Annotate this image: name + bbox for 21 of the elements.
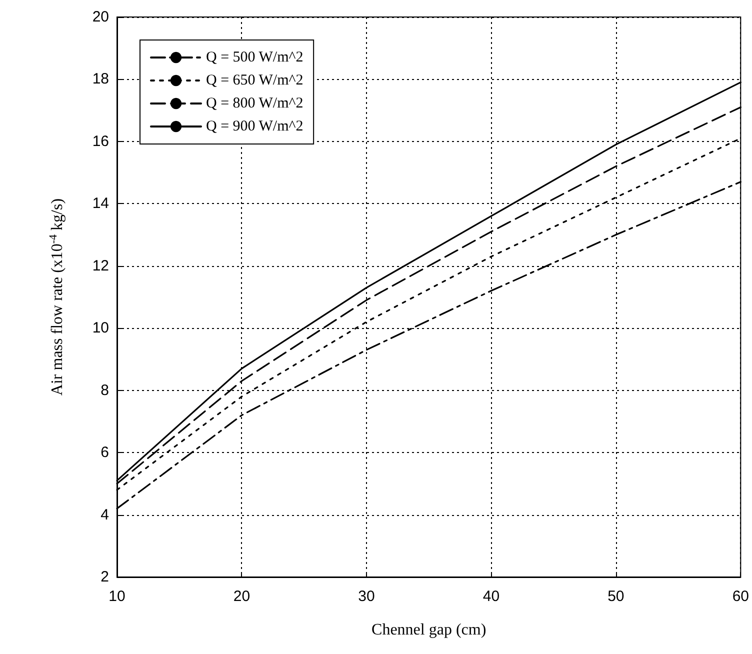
- y-tick-label: 10: [92, 320, 109, 337]
- y-tick-label: 2: [100, 568, 109, 586]
- x-tick-label: 40: [482, 588, 500, 605]
- legend-label: Q = 900 W/m^2: [206, 118, 304, 134]
- y-tick-label: 12: [92, 257, 109, 274]
- y-tick-label: 14: [92, 195, 109, 212]
- x-tick-label: 50: [608, 588, 624, 605]
- y-tick-label: 16: [92, 132, 109, 150]
- x-axis-title: Chennel gap (cm): [372, 622, 486, 638]
- y-tick-label: 4: [100, 506, 109, 524]
- y-tick-label: 20: [92, 8, 109, 26]
- y-tick-label: 6: [100, 444, 109, 462]
- x-tick-label: 60: [732, 588, 749, 605]
- legend-label: Q = 650 W/m^2: [206, 72, 304, 88]
- y-axis-title: Air mass flow rate (x10-4 kg/s): [48, 198, 66, 396]
- x-tick-label: 20: [233, 588, 250, 605]
- y-tick-label: 8: [100, 382, 109, 399]
- y-tick-label: 18: [92, 70, 109, 88]
- legend-label: Q = 800 W/m^2: [206, 96, 304, 112]
- legend-label: Q = 500 W/m^2: [206, 50, 304, 66]
- x-tick-label: 30: [358, 588, 375, 605]
